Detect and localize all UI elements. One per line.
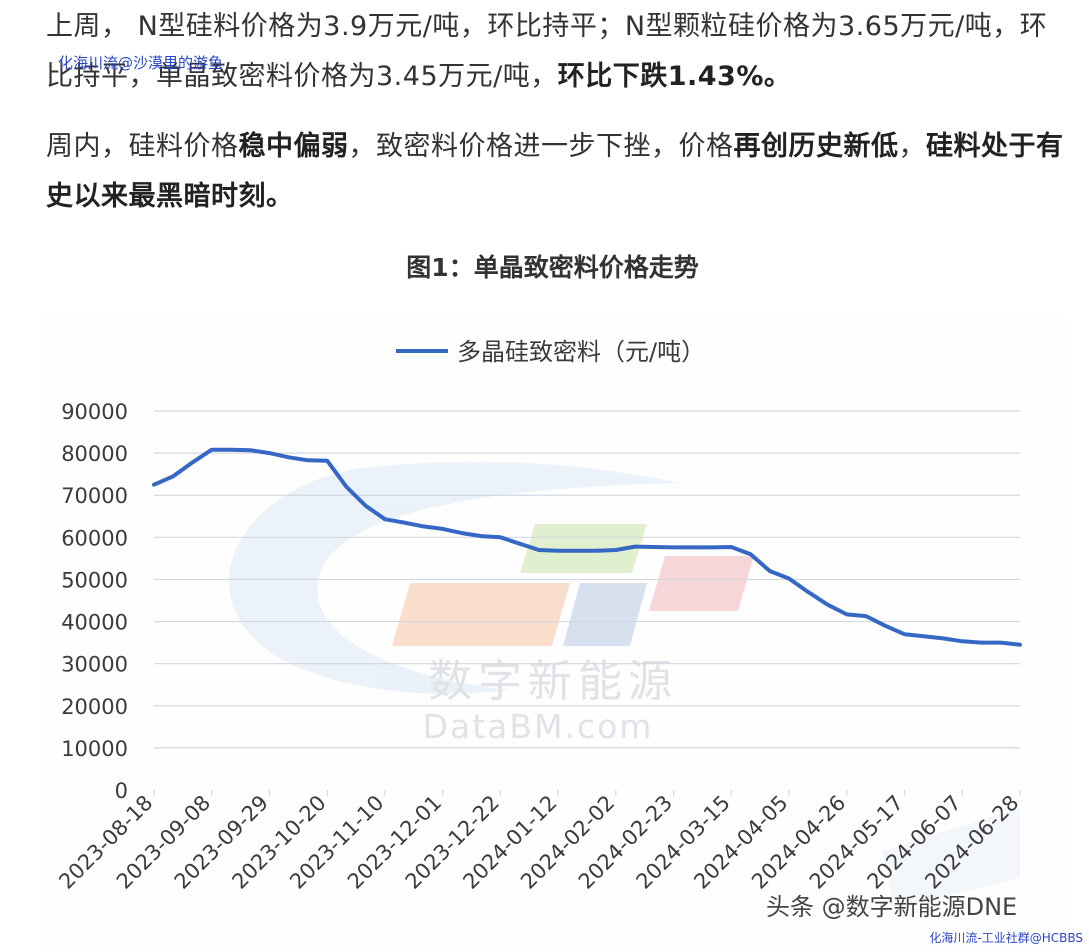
data-point bbox=[325, 459, 329, 463]
data-point bbox=[518, 542, 522, 546]
data-point bbox=[902, 632, 907, 636]
data-point bbox=[575, 549, 580, 553]
y-tick-label: 50000 bbox=[61, 568, 128, 592]
legend-label: 多晶硅致密料（元/吨） bbox=[457, 338, 705, 366]
paragraph-1-text: 上周， N型硅料价格为3.9万元/吨，环比持平；N型颗粒硅价格为3.65万元/吨… bbox=[46, 11, 1048, 92]
data-point bbox=[691, 545, 695, 549]
y-tick-label: 70000 bbox=[61, 484, 128, 508]
data-point bbox=[826, 603, 830, 607]
data-point bbox=[999, 641, 1003, 645]
paragraph-2: 周内，硅料价格稳中偏弱，致密料价格进一步下挫，价格再创历史新低，硅料处于有史以来… bbox=[46, 122, 1066, 222]
data-point bbox=[190, 460, 195, 464]
paragraph-2-text-2: ，致密料价格进一步下挫，价格 bbox=[348, 131, 734, 162]
data-point bbox=[845, 612, 849, 616]
x-tick-labels: 2023-08-182023-09-082023-09-292023-10-20… bbox=[54, 791, 1023, 894]
y-tick-label: 90000 bbox=[61, 400, 128, 424]
corner-watermark: 化海川流-工业社群@HCBBS bbox=[929, 931, 1083, 945]
data-point bbox=[479, 534, 483, 538]
data-point bbox=[652, 545, 657, 549]
data-point bbox=[267, 451, 272, 455]
paragraph-1-bold: 环比下跌1.43%。 bbox=[557, 61, 792, 92]
series-line bbox=[152, 447, 1022, 647]
y-tick-label: 30000 bbox=[61, 653, 128, 677]
price-chart: 数字新能源 DataBM.com 多晶硅致密料（元/吨） 0 10000 20000… bbox=[40, 318, 1065, 948]
data-point bbox=[960, 639, 964, 643]
data-point bbox=[364, 504, 368, 508]
data-point bbox=[306, 458, 310, 462]
data-point bbox=[402, 521, 406, 525]
data-point bbox=[383, 517, 387, 521]
overlay-watermark: 化海川流@沙漠里的游鱼 bbox=[58, 54, 224, 72]
data-point bbox=[883, 624, 887, 628]
series-layer bbox=[152, 447, 1022, 647]
logo-block-red bbox=[649, 556, 754, 611]
y-tick-label: 80000 bbox=[61, 442, 128, 466]
chart-source-watermark: 头条 @数字新能源DNE bbox=[766, 893, 1017, 921]
y-tick-label: 20000 bbox=[61, 695, 128, 719]
logo-text-cn: 数字新能源 bbox=[428, 656, 678, 707]
data-point bbox=[768, 569, 772, 573]
logo-text-en: DataBM.com bbox=[423, 707, 654, 746]
paragraph-2-bold-3: 硅料处于有史以来最黑暗时刻。 bbox=[46, 131, 1064, 212]
legend: 多晶硅致密料（元/吨） bbox=[396, 338, 705, 366]
paragraph-2-text-1: 周内，硅料价格 bbox=[46, 131, 239, 162]
data-point bbox=[1018, 643, 1022, 647]
y-tick-label: 60000 bbox=[61, 526, 128, 550]
logo-block-blue bbox=[563, 583, 647, 646]
data-point bbox=[537, 548, 541, 552]
paragraph-2-bold-1: 稳中偏弱 bbox=[238, 131, 349, 162]
chart-svg: 数字新能源 DataBM.com 多晶硅致密料（元/吨） 0 10000 20000… bbox=[54, 338, 1023, 921]
y-tick-labels: 0 10000 20000 30000 40000 50000 60000 70000 8000… bbox=[61, 400, 128, 803]
data-point bbox=[287, 455, 291, 459]
y-tick-label: 40000 bbox=[61, 611, 128, 635]
data-point bbox=[941, 636, 945, 640]
logo-corner-mark bbox=[882, 808, 1020, 908]
data-point bbox=[633, 545, 637, 549]
data-point bbox=[729, 545, 733, 549]
logo-block-green bbox=[520, 524, 647, 573]
logo-swoosh bbox=[228, 461, 681, 694]
data-point bbox=[864, 614, 868, 618]
data-point bbox=[229, 448, 233, 452]
data-point bbox=[922, 634, 926, 638]
figure-title: 图1：单晶致密料价格走势 bbox=[406, 253, 699, 282]
data-point bbox=[749, 552, 753, 556]
data-point bbox=[152, 483, 156, 487]
paragraph-2-text-3: ， bbox=[898, 131, 926, 162]
data-point bbox=[787, 577, 791, 581]
paragraph-2-bold-2: 再创历史新低 bbox=[733, 131, 899, 162]
y-tick-label: 0 bbox=[115, 779, 128, 803]
data-point bbox=[460, 531, 464, 535]
data-point bbox=[498, 535, 502, 539]
data-point bbox=[806, 590, 810, 594]
data-point bbox=[614, 548, 618, 552]
data-point bbox=[595, 549, 599, 553]
data-point bbox=[441, 527, 445, 531]
data-point bbox=[710, 545, 714, 549]
datab-logo-watermark: 数字新能源 DataBM.com bbox=[228, 461, 1020, 908]
data-point bbox=[421, 524, 425, 528]
data-point bbox=[171, 474, 175, 478]
data-point bbox=[248, 448, 252, 452]
paragraph-1: 上周， N型硅料价格为3.9万元/吨，环比持平；N型颗粒硅价格为3.65万元/吨… bbox=[46, 2, 1066, 102]
y-tick-label: 10000 bbox=[61, 737, 128, 761]
grid-layer bbox=[153, 410, 1021, 796]
data-point bbox=[210, 448, 214, 452]
data-point bbox=[344, 485, 348, 489]
data-point bbox=[556, 549, 560, 553]
data-point bbox=[672, 545, 676, 549]
data-point bbox=[979, 641, 984, 645]
logo-block-orange bbox=[392, 583, 570, 646]
